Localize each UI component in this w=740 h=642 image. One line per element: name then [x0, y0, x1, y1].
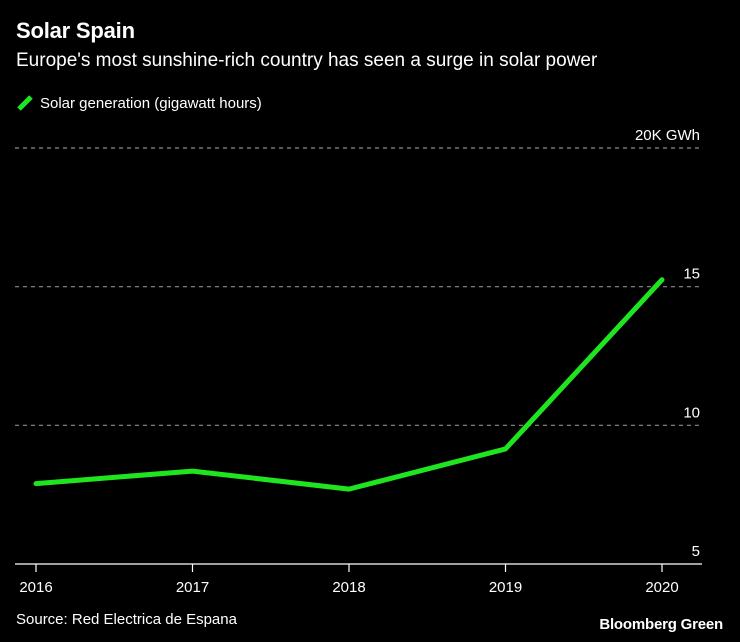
- legend-label: Solar generation (gigawatt hours): [40, 94, 262, 112]
- y-tick-label: 20K GWh: [635, 127, 700, 144]
- y-tick-label: 10: [683, 404, 700, 421]
- legend-swatch-icon: [17, 95, 33, 111]
- chart-title: Solar Spain: [16, 18, 135, 43]
- x-tick-label: 2017: [176, 579, 209, 596]
- legend: Solar generation (gigawatt hours): [16, 94, 262, 112]
- x-tick-label: 2020: [645, 579, 678, 596]
- brand-logo: Bloomberg Green: [599, 616, 723, 633]
- x-tick-label: 2018: [332, 579, 365, 596]
- series-line: [33, 277, 665, 492]
- x-tick-label: 2019: [489, 579, 522, 596]
- chart-subtitle: Europe's most sunshine-rich country has …: [16, 50, 598, 71]
- y-tick-label: 5: [692, 543, 700, 560]
- x-tick-label: 2016: [19, 579, 52, 596]
- source-note: Source: Red Electrica de Espana: [16, 611, 237, 628]
- y-tick-label: 15: [683, 266, 700, 283]
